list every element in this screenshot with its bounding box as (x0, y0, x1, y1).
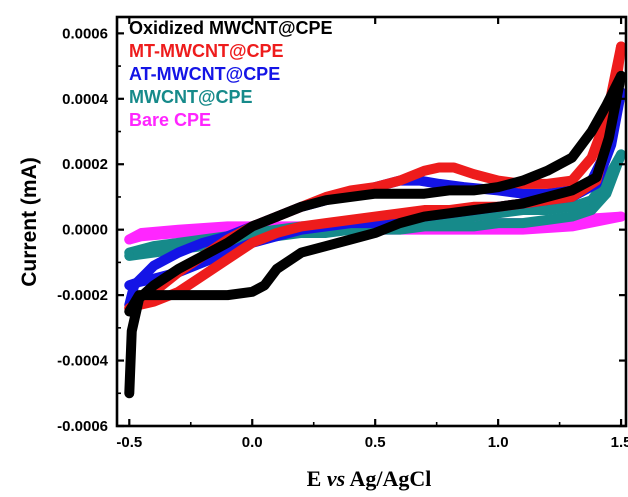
x-axis-label-start: E (307, 466, 327, 491)
x-tick-label: 0.0 (242, 434, 263, 451)
series-point (124, 251, 134, 261)
legend-entry: MWCNT@CPE (129, 87, 253, 107)
series-point (616, 71, 626, 81)
series-line-reverse (124, 41, 627, 314)
x-tick-label: 0.5 (365, 434, 386, 451)
series-point (616, 149, 626, 159)
x-axis-label-end: Ag/AgCl (345, 466, 431, 491)
legend: Oxidized MWCNT@CPE MT-MWCNT@CPE AT-MWCNT@C… (129, 18, 333, 130)
y-tick-label: -0.0002 (57, 287, 108, 304)
x-tick-label: 1.0 (488, 434, 509, 451)
series-point (616, 41, 626, 51)
y-tick-label: -0.0006 (57, 418, 108, 435)
legend-entry: AT-MWCNT@CPE (129, 64, 280, 84)
series-point (124, 306, 134, 316)
axis-layer: -0.5 0.0 0.5 1.0 1.5 -0.0006 -0.0004 -0.0002 0.0… (57, 15, 628, 451)
series-point (124, 235, 134, 244)
series-oxidized-mwcnt-cpe (124, 70, 627, 399)
plot-frame (115, 15, 628, 428)
series-layer (124, 41, 627, 399)
x-tick-label: 1.5 (611, 434, 628, 451)
x-axis-label: E vs Ag/AgCl (307, 466, 432, 491)
y-tick-label: 0.0000 (62, 222, 108, 239)
series-point (124, 388, 134, 398)
y-tick-label: 0.0006 (62, 25, 108, 42)
legend-entry: Bare CPE (129, 110, 211, 130)
y-tick-label: 0.0004 (62, 91, 109, 108)
series-line-forward (124, 70, 627, 399)
series-point (124, 280, 134, 290)
x-tick-label: -0.5 (116, 434, 142, 451)
y-tick-label: 0.0002 (62, 156, 108, 173)
y-tick-label: -0.0004 (57, 353, 109, 370)
legend-entry: MT-MWCNT@CPE (129, 41, 284, 61)
axis-labels: Current (mA) E vs Ag/AgCl (18, 157, 431, 491)
series-line-reverse (124, 70, 627, 317)
series-line-forward (124, 41, 627, 314)
x-axis-label-vs: vs (327, 466, 345, 491)
y-axis-label: Current (mA) (18, 157, 41, 287)
series-point (616, 212, 626, 222)
legend-entry: Oxidized MWCNT@CPE (129, 18, 333, 38)
